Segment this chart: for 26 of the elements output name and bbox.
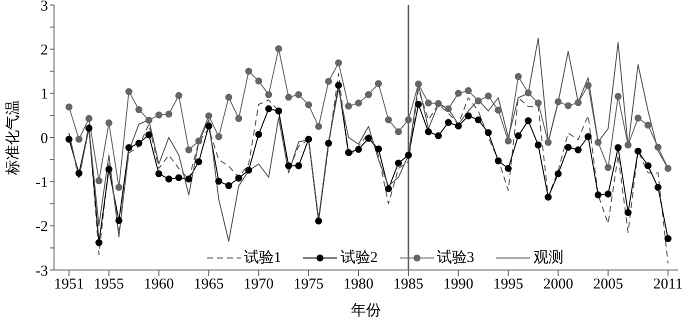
x-tick-label: 1975 [294,276,324,293]
y-tick-label: -3 [36,263,48,280]
x-tick-label: 1955 [94,276,124,293]
x-tick-label: 1980 [344,276,374,293]
x-tick-label: 2011 [653,276,683,293]
legend-label: 试验3 [436,248,474,267]
x-tick-label: 1995 [493,276,524,293]
x-tick-label: 1960 [144,276,174,293]
x-tick-label: 1965 [194,276,224,293]
legend-label: 试验1 [244,248,282,267]
y-tick-label: 1 [40,86,48,103]
legend-label: 观测 [533,248,564,267]
x-tick-label: 1970 [244,276,274,293]
x-tick-label: 1951 [54,276,84,293]
x-tick-label: 1990 [443,276,474,293]
y-tick-label: 2 [40,42,48,58]
y-axis-title: 标准化气温 [4,100,22,176]
y-tick-label: 3 [40,0,48,14]
x-tick-label: 2005 [593,276,624,293]
x-axis-title: 年份 [351,302,381,319]
y-tick-label: -2 [36,219,48,236]
x-tick-label: 1985 [393,276,424,293]
x-tick-label: 2000 [543,276,574,293]
y-tick-label: 0 [40,130,48,147]
y-tick-label: -1 [36,174,48,191]
legend-label: 试验2 [340,248,378,267]
